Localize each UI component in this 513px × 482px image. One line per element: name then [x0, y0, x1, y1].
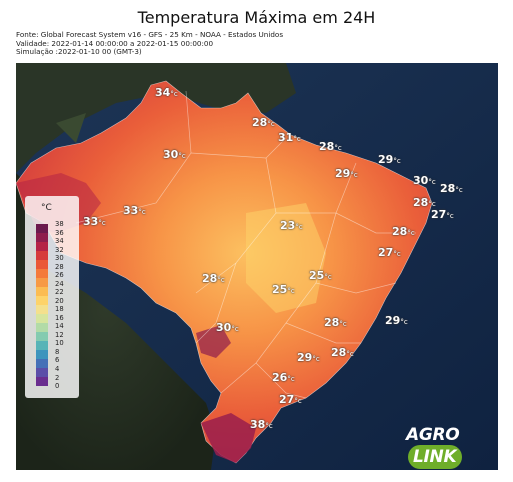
color-bar-segment: [36, 323, 48, 333]
temp-label: 28°c: [319, 140, 342, 153]
map-canvas: [16, 63, 498, 470]
color-bar-segment: [36, 341, 48, 351]
temp-label: 29°c: [335, 167, 358, 180]
temp-label: 27°c: [279, 393, 302, 406]
legend-tick: 2: [55, 373, 60, 382]
legend-tick: 0: [55, 382, 60, 390]
logo-link: LINK: [408, 445, 463, 469]
agrolink-logo: AGROLINK: [406, 425, 513, 469]
temp-label: 33°c: [83, 215, 106, 228]
color-bar-segment: [36, 350, 48, 360]
color-bar-segment: [36, 278, 48, 288]
legend-tick: 18: [55, 305, 64, 314]
color-bar-segment: [36, 260, 48, 270]
color-bar-segment: [36, 332, 48, 342]
temperature-legend: °C 38 36 34 32 30 28 26 24 22 20 18 16 14 12 10 8 6 4 2 0: [25, 196, 79, 398]
west-hot-area: [196, 325, 231, 358]
temp-label: 34°c: [155, 86, 178, 99]
color-bar-segment: [36, 296, 48, 306]
temp-label: 33°c: [123, 204, 146, 217]
temp-label: 28°c: [324, 316, 347, 329]
color-bar: [36, 224, 48, 386]
temp-label: 30°c: [216, 321, 239, 334]
simulation-line: Simulação :2022-01-10 00 (GMT-3): [16, 47, 142, 57]
legend-tick: 20: [55, 296, 64, 305]
color-bar-segment: [36, 287, 48, 297]
legend-tick: 36: [55, 228, 64, 237]
color-bar-segment: [36, 359, 48, 369]
temp-label: 27°c: [378, 246, 401, 259]
legend-tick: 22: [55, 288, 64, 297]
legend-tick: 26: [55, 271, 64, 280]
color-bar-segment: [36, 305, 48, 315]
legend-tick: 14: [55, 322, 64, 331]
legend-tick: 12: [55, 330, 64, 339]
temp-label: 23°c: [280, 219, 303, 232]
state-borders: [75, 90, 416, 399]
temp-label: 26°c: [272, 371, 295, 384]
color-bar-segment: [36, 314, 48, 324]
map-metadata: Fonte: Global Forecast System v16 - GFS …: [16, 30, 284, 57]
temp-label: 28°c: [252, 116, 275, 129]
legend-tick: 34: [55, 237, 64, 246]
northern-neighbours: [16, 63, 296, 173]
color-bar-segment: [36, 224, 48, 234]
legend-unit: °C: [41, 203, 52, 213]
temp-label: 29°c: [385, 314, 408, 327]
legend-tick: 8: [55, 347, 60, 356]
temp-label: 29°c: [297, 351, 320, 364]
color-bar-segment: [36, 377, 48, 386]
map-title: Temperatura Máxima em 24H: [137, 8, 376, 27]
legend-tick: 28: [55, 262, 64, 271]
temp-label: 25°c: [272, 283, 295, 296]
temp-label: 31°c: [278, 131, 301, 144]
temp-label: 30°c: [413, 174, 436, 187]
legend-tick: 6: [55, 356, 60, 365]
temp-label: 28°c: [413, 196, 436, 209]
color-bar-segment: [36, 233, 48, 243]
temp-label: 28°c: [392, 225, 415, 238]
andes-relief: [56, 113, 86, 143]
temp-label: 28°c: [440, 182, 463, 195]
color-bar-segment: [36, 368, 48, 378]
temp-label: 27°c: [431, 208, 454, 221]
logo-agro: AGRO: [406, 425, 460, 445]
temperature-map: 34°c 28°c 31°c 30°c 28°c 29°c 29°c 30°c …: [16, 63, 498, 470]
legend-tick: 32: [55, 245, 64, 254]
legend-tick: 4: [55, 364, 60, 373]
legend-tick: 24: [55, 279, 64, 288]
legend-tick: 30: [55, 254, 64, 263]
validity-line: Validade: 2022-01-14 00:00:00 a 2022-01-…: [16, 38, 214, 48]
color-bar-segment: [36, 269, 48, 279]
legend-tick: 10: [55, 339, 64, 348]
temp-label: 29°c: [378, 153, 401, 166]
central-cool-area: [246, 203, 326, 313]
temp-label: 25°c: [309, 269, 332, 282]
legend-tick: 16: [55, 313, 64, 322]
temp-label: 30°c: [163, 148, 186, 161]
temp-label: 28°c: [202, 272, 225, 285]
south-hot-area: [201, 413, 256, 463]
color-bar-segment: [36, 251, 48, 261]
temp-label: 38°c: [250, 418, 273, 431]
temp-label: 28°c: [331, 346, 354, 359]
color-bar-segment: [36, 242, 48, 252]
legend-tick: 38: [55, 220, 64, 228]
source-line: Fonte: Global Forecast System v16 - GFS …: [16, 30, 284, 39]
